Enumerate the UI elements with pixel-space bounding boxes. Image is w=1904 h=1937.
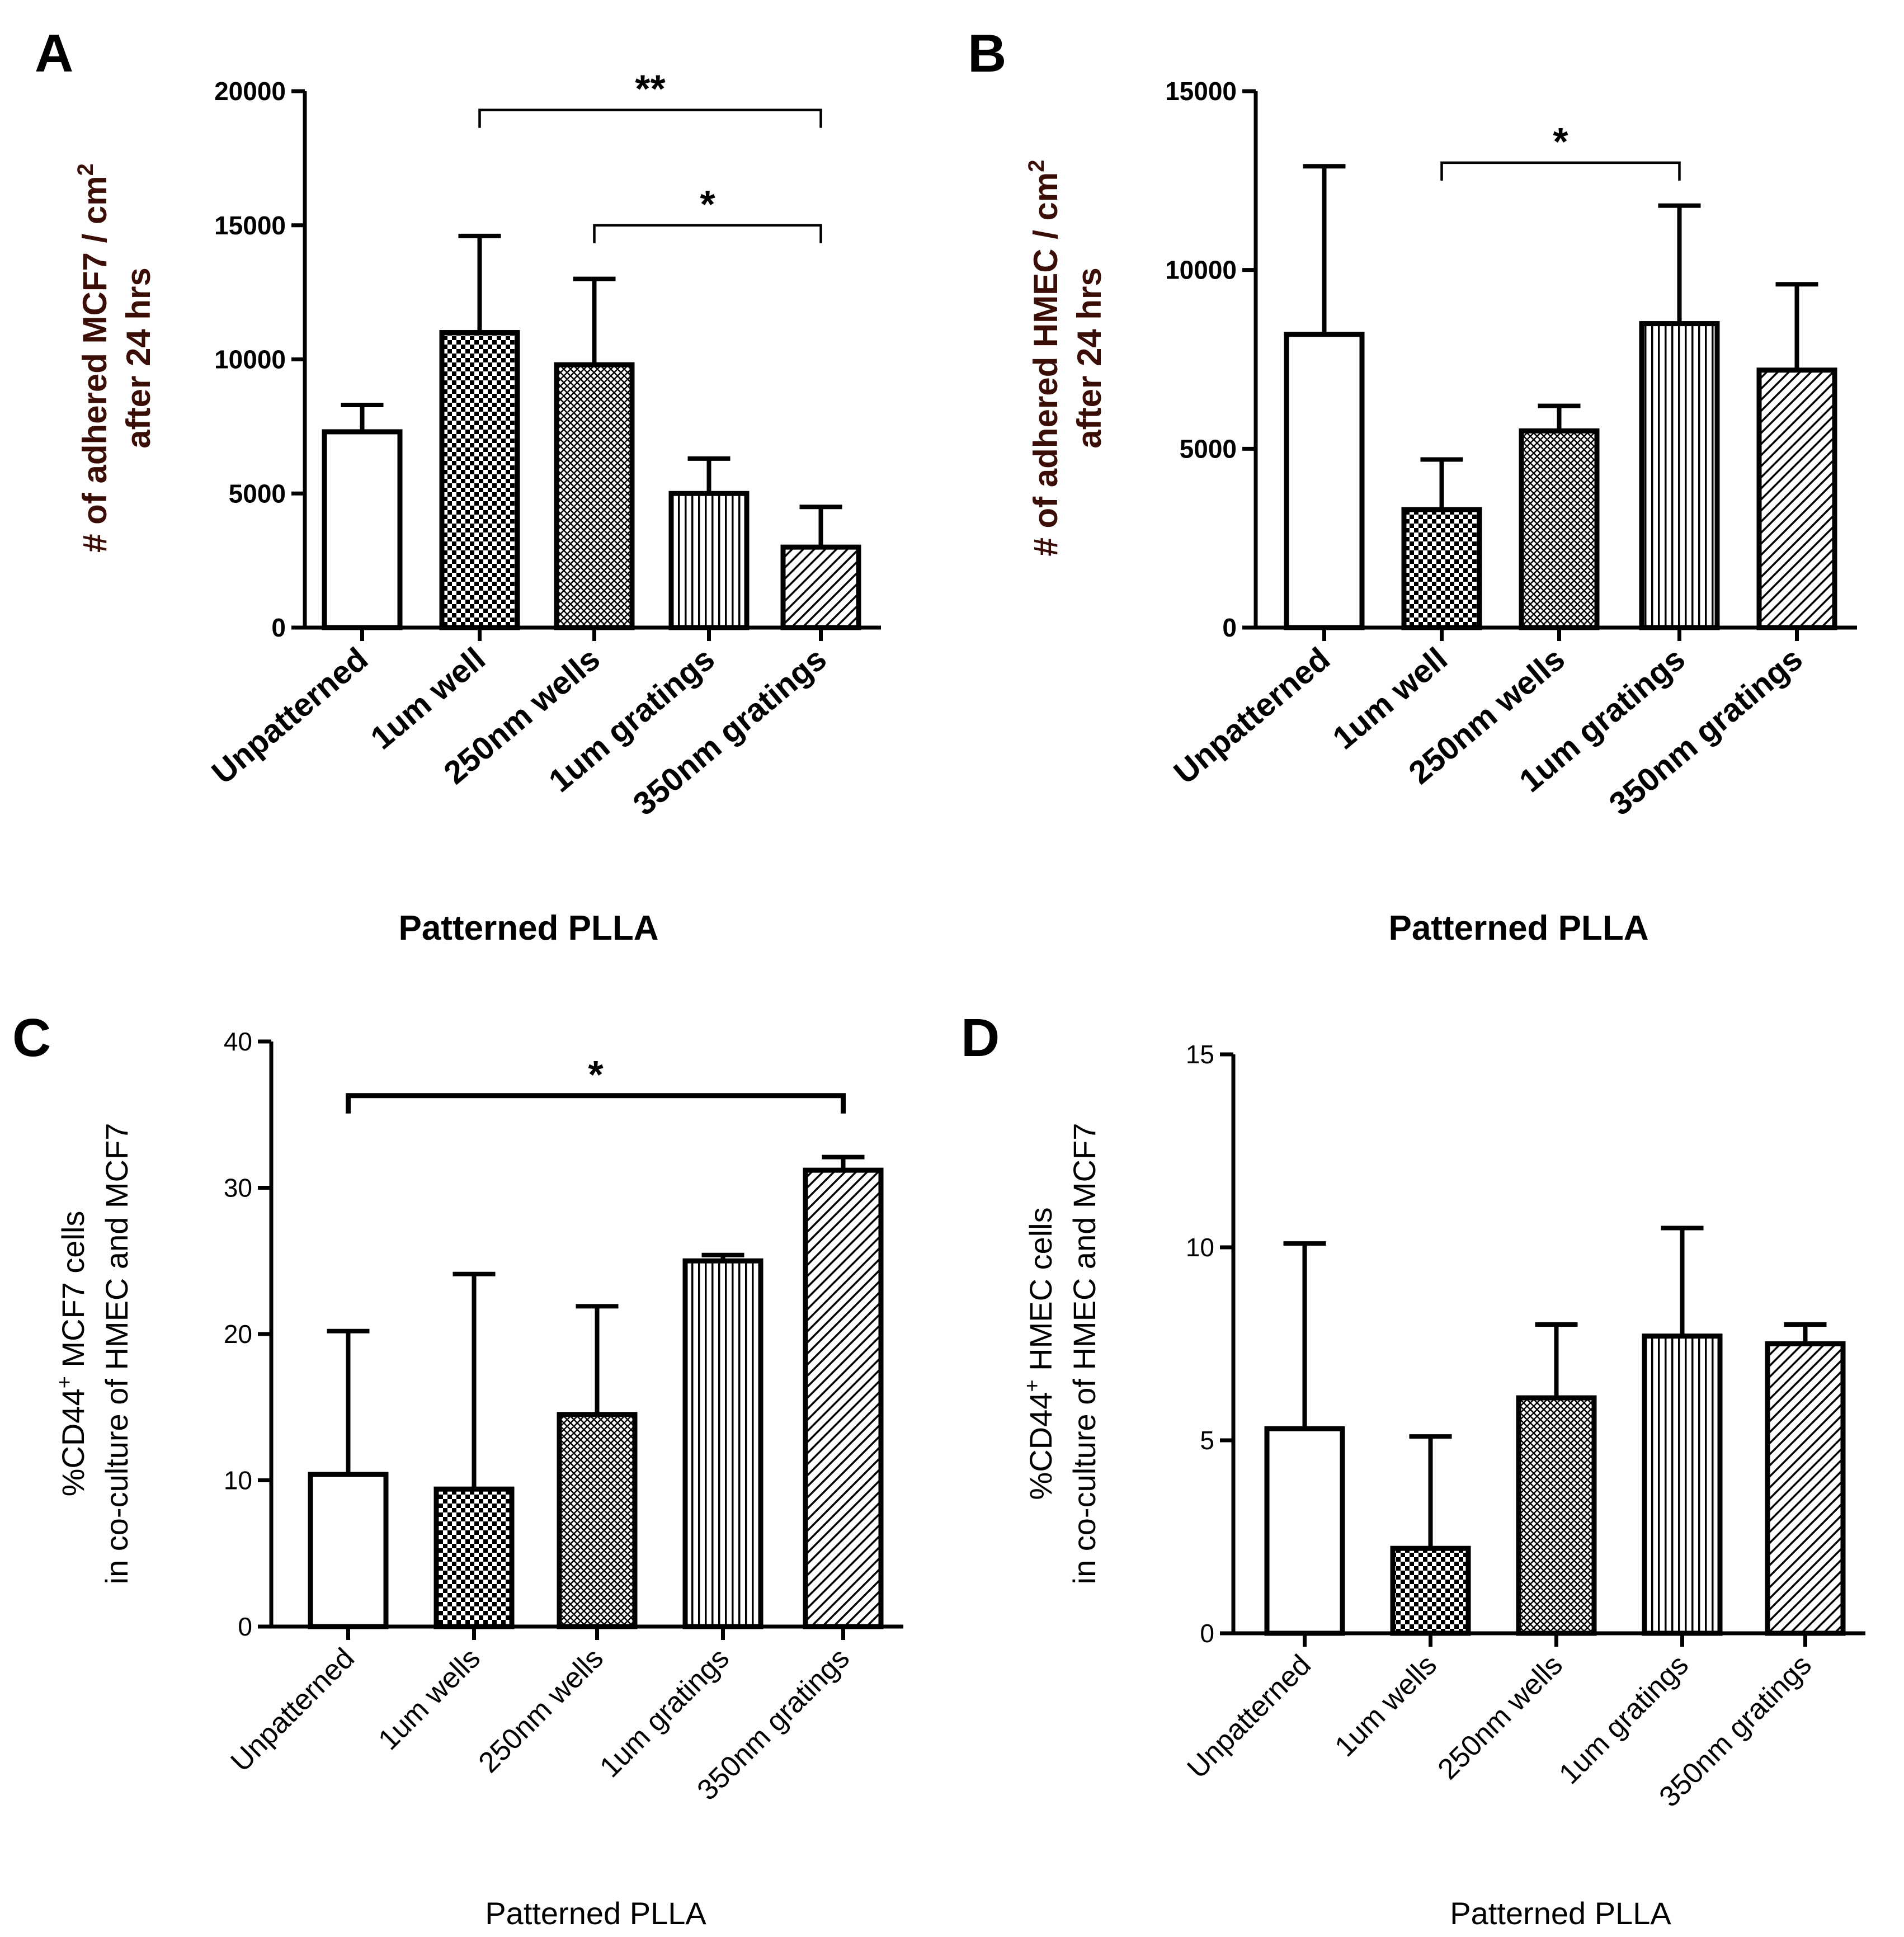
- category-label: Unpatterned: [1167, 640, 1336, 791]
- y-tick-label: 40: [224, 1027, 252, 1056]
- panel-letter: A: [35, 23, 73, 83]
- y-axis-title-suffix: HMEC cells: [1023, 1207, 1058, 1379]
- bar: [1284, 332, 1365, 630]
- significance-layer: *: [1440, 120, 1681, 181]
- bar: [439, 330, 520, 630]
- bar: [557, 1412, 638, 1629]
- significance-layer: *: [346, 1053, 846, 1114]
- y-axis-title-superscript: 2: [1024, 159, 1049, 172]
- category-label: Unpatterned: [205, 640, 374, 791]
- y-axis-title-line2: after 24 hrs: [1071, 267, 1108, 449]
- bar: [1639, 321, 1720, 630]
- y-tick-label: 0: [1222, 613, 1237, 642]
- category-label: 250nm wells: [1432, 1648, 1569, 1785]
- panel-c: C %CD44+ MCF7 cells in co-culture of HME…: [12, 1008, 903, 1931]
- bar: [322, 429, 403, 630]
- y-axis-title: # of adhered HMEC / cm2: [1024, 159, 1064, 556]
- y-axis-title-prefix: %CD44: [55, 1388, 91, 1496]
- y-axis-title: # of adhered MCF7 / cm2: [73, 163, 114, 553]
- y-tick-label: 10000: [214, 345, 286, 374]
- panel-d: D %CD44+ HMEC cells in co-culture of HME…: [961, 1008, 1865, 1931]
- y-tick-label: 10: [1186, 1233, 1214, 1262]
- y-axis-title-prefix: %CD44: [1023, 1392, 1058, 1500]
- bar: [554, 362, 635, 630]
- panel-letter: C: [12, 1008, 51, 1068]
- y-axis-title-line1: # of adhered HMEC / cm: [1027, 172, 1064, 557]
- y-axis-title: %CD44+ MCF7 cells: [53, 1211, 91, 1497]
- y-axis-title-superscript: +: [1021, 1379, 1044, 1392]
- panel-b: B # of adhered HMEC / cm2 after 24 hrs 0…: [968, 23, 1857, 948]
- bar: [682, 1258, 764, 1629]
- category-label: 1um wells: [1328, 1648, 1443, 1762]
- bar: [1765, 1341, 1846, 1636]
- category-label: Unpatterned: [1181, 1648, 1317, 1784]
- y-tick-label: 20: [224, 1319, 252, 1349]
- y-axis-title-superscript: +: [53, 1376, 77, 1388]
- y-tick-label: 15000: [1165, 77, 1237, 106]
- significance-bracket: [478, 109, 822, 128]
- panel-letter: D: [961, 1008, 1000, 1068]
- y-tick-label: 0: [1200, 1619, 1214, 1648]
- significance-label: *: [700, 182, 715, 226]
- y-tick-label: 5000: [1180, 434, 1237, 463]
- bar: [1516, 1395, 1597, 1636]
- y-tick-label: 20000: [214, 77, 286, 106]
- bar: [780, 544, 861, 630]
- bar-layer: [1284, 164, 1837, 630]
- significance-bracket: [1440, 161, 1681, 181]
- y-tick-label: 0: [238, 1612, 252, 1641]
- y-tick-label: 15: [1186, 1040, 1214, 1069]
- x-axis-title: Patterned PLLA: [398, 909, 658, 948]
- category-label: 350nm gratings: [1603, 640, 1809, 822]
- bar: [1756, 367, 1837, 630]
- significance-label: **: [635, 67, 666, 111]
- y-axis-title-suffix: MCF7 cells: [55, 1211, 91, 1377]
- y-tick-label: 30: [224, 1173, 252, 1203]
- y-axis-title-line2: after 24 hrs: [120, 267, 157, 449]
- panel-a: A # of adhered MCF7 / cm2 after 24 hrs 0…: [35, 23, 881, 948]
- y-axis-title-superscript: 2: [73, 163, 98, 176]
- category-label: 250nm wells: [473, 1642, 610, 1779]
- y-axis-title-line1: # of adhered MCF7 / cm: [76, 176, 114, 552]
- bar: [803, 1167, 884, 1629]
- significance-label: *: [588, 1053, 604, 1096]
- bar-layer: [308, 1154, 884, 1629]
- y-tick-label: 10: [224, 1466, 252, 1495]
- bar: [1390, 1545, 1471, 1636]
- y-axis-title-line2: in co-culture of HMEC and MCF7: [1067, 1123, 1102, 1585]
- bar: [1519, 428, 1600, 630]
- category-label: 1um wells: [372, 1642, 486, 1756]
- bar-layer: [1264, 1226, 1846, 1636]
- x-axis-title: Patterned PLLA: [485, 1896, 706, 1931]
- y-tick-label: 5000: [229, 479, 286, 508]
- category-label: Unpatterned: [225, 1642, 361, 1778]
- significance-label: *: [1553, 120, 1568, 163]
- significance-bracket: [346, 1093, 846, 1114]
- y-tick-label: 5: [1200, 1426, 1214, 1455]
- y-axis-title: %CD44+ HMEC cells: [1021, 1207, 1058, 1500]
- y-tick-label: 15000: [214, 211, 286, 240]
- panel-letter: B: [968, 23, 1006, 83]
- y-axis-title-line2: in co-culture of HMEC and MCF7: [99, 1123, 134, 1585]
- x-axis-title: Patterned PLLA: [1388, 909, 1648, 948]
- bar: [1264, 1426, 1345, 1636]
- category-label: 1um gratings: [1553, 1648, 1695, 1790]
- bar-layer: [322, 233, 861, 630]
- x-axis-title: Patterned PLLA: [1450, 1896, 1671, 1931]
- significance-layer: ***: [478, 67, 822, 243]
- category-label: 350nm gratings: [626, 640, 833, 822]
- bar: [433, 1486, 515, 1629]
- bar: [668, 491, 750, 630]
- y-tick-label: 10000: [1165, 256, 1237, 285]
- bar: [1401, 507, 1482, 630]
- bar: [1642, 1333, 1723, 1636]
- bar: [308, 1472, 389, 1629]
- y-tick-label: 0: [271, 613, 286, 642]
- significance-bracket: [593, 224, 822, 243]
